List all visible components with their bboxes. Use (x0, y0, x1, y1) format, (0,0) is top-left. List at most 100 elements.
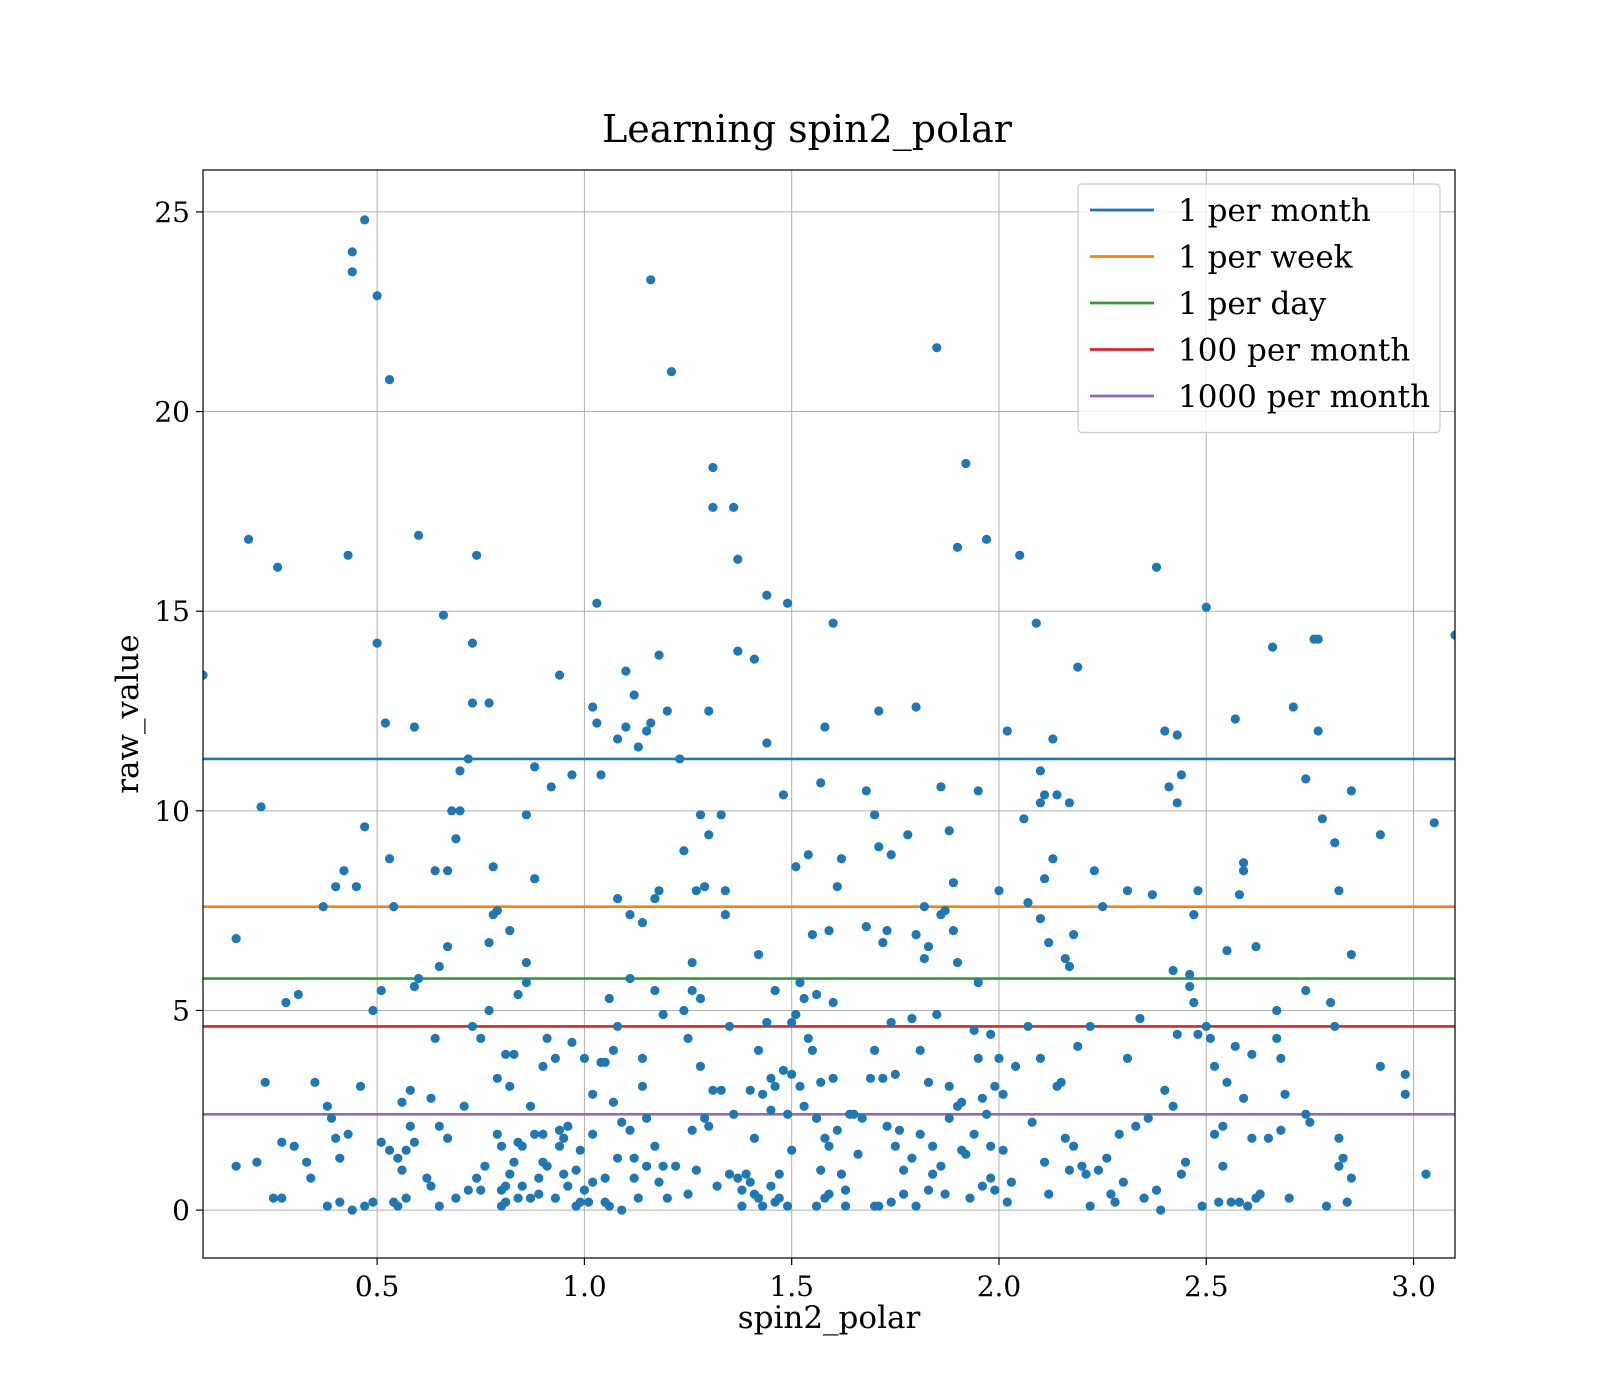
scatter-point (1106, 1189, 1116, 1199)
scatter-point (513, 989, 523, 1000)
scatter-point (836, 854, 847, 864)
scatter-point (534, 1173, 544, 1183)
scatter-point (936, 1161, 946, 1171)
scatter-point (1193, 1029, 1203, 1040)
scatter-point (1110, 1197, 1120, 1207)
scatter-point (1346, 949, 1356, 960)
chart-title: Learning spin2_polar (602, 107, 1013, 152)
scatter-point (384, 375, 395, 385)
scatter-point (1151, 562, 1162, 572)
scatter-point (405, 1121, 415, 1131)
scatter-point (1064, 1165, 1075, 1175)
scatter-point (720, 886, 730, 896)
scatter-point (252, 1157, 262, 1167)
scatter-point (807, 929, 818, 940)
legend: 1 per month 1 per week 1 per day 100 per mo… (1077, 183, 1441, 434)
scatter-point (1400, 1069, 1410, 1079)
x-tick-label: 3.0 (1391, 1270, 1436, 1303)
scatter-point (1209, 1129, 1220, 1139)
scatter-point (753, 949, 764, 960)
scatter-point (318, 902, 328, 912)
scatter-point (695, 1061, 706, 1071)
scatter-point (1222, 945, 1232, 956)
scatter-point (426, 1093, 436, 1103)
scatter-point (244, 534, 254, 544)
scatter-point (745, 1085, 755, 1095)
scatter-point (542, 1161, 552, 1171)
scatter-point (778, 1065, 788, 1075)
scatter-point (393, 1201, 403, 1211)
scatter-point (745, 1177, 755, 1187)
scatter-point (861, 786, 871, 796)
scatter-point (575, 1197, 585, 1207)
scatter-point (322, 1201, 332, 1211)
scatter-point (600, 1057, 610, 1067)
scatter-point (347, 1205, 357, 1215)
scatter-point (1230, 714, 1240, 724)
legend-label: 1 per week (1178, 240, 1353, 276)
scatter-point (1247, 1133, 1257, 1143)
scatter-point (828, 997, 838, 1008)
scatter-point (857, 1113, 867, 1123)
scatter-point (878, 1073, 888, 1083)
scatter-point (501, 1181, 511, 1191)
scatter-point (1201, 1021, 1211, 1032)
scatter-point (1214, 1197, 1224, 1207)
scatter-point (1172, 798, 1182, 808)
scatter-point (832, 882, 842, 892)
scatter-point (492, 1073, 502, 1083)
scatter-point (588, 1129, 598, 1139)
scatter-point (787, 1069, 797, 1079)
scatter-point (969, 1129, 979, 1139)
scatter-point (1002, 1197, 1012, 1207)
scatter-point (306, 1173, 316, 1183)
scatter-point (521, 977, 531, 988)
scatter-point (455, 806, 465, 816)
scatter-point (894, 1125, 905, 1135)
scatter-point (1238, 866, 1249, 876)
scatter-point (807, 1045, 818, 1055)
scatter-point (1334, 1161, 1344, 1171)
scatter-point (413, 973, 424, 984)
scatter-point (666, 367, 677, 377)
scatter-point (1185, 969, 1195, 980)
scatter-point (1068, 929, 1079, 940)
scatter-point (1044, 1189, 1054, 1199)
scatter-point (708, 502, 718, 512)
scatter-point (455, 766, 465, 776)
scatter-point (409, 981, 420, 992)
scatter-point (588, 702, 598, 712)
scatter-point (596, 770, 606, 780)
scatter-point (571, 1165, 581, 1175)
scatter-point (811, 989, 822, 1000)
scatter-point (762, 1017, 772, 1028)
scatter-point (911, 1201, 921, 1211)
scatter-point (874, 706, 884, 716)
legend-label: 1 per day (1178, 286, 1327, 322)
scatter-point (1185, 981, 1195, 992)
scatter-point (203, 670, 208, 680)
scatter-point (733, 1173, 743, 1183)
scatter-point (509, 1049, 519, 1059)
scatter-point (629, 1173, 639, 1183)
scatter-point (509, 1157, 519, 1167)
scatter-point (766, 1105, 776, 1115)
scatter-point (766, 1073, 776, 1083)
scatter-point (799, 1101, 809, 1111)
scatter-point (671, 1161, 681, 1171)
scatter-point (405, 1085, 415, 1095)
scatter-point (1093, 1165, 1104, 1175)
scatter-point (530, 762, 540, 772)
scatter-point (1048, 734, 1058, 744)
scatter-point (811, 1201, 822, 1211)
scatter-point (1147, 890, 1157, 900)
scatter-point (695, 993, 706, 1004)
scatter-point (641, 1161, 652, 1171)
scatter-point (480, 1161, 490, 1171)
scatter-point (923, 1077, 934, 1087)
scatter-point (1035, 914, 1046, 924)
scatter-point (1077, 1161, 1087, 1171)
scatter-point (1284, 1193, 1294, 1203)
scatter-point (277, 1193, 287, 1203)
scatter-point (704, 1121, 714, 1131)
